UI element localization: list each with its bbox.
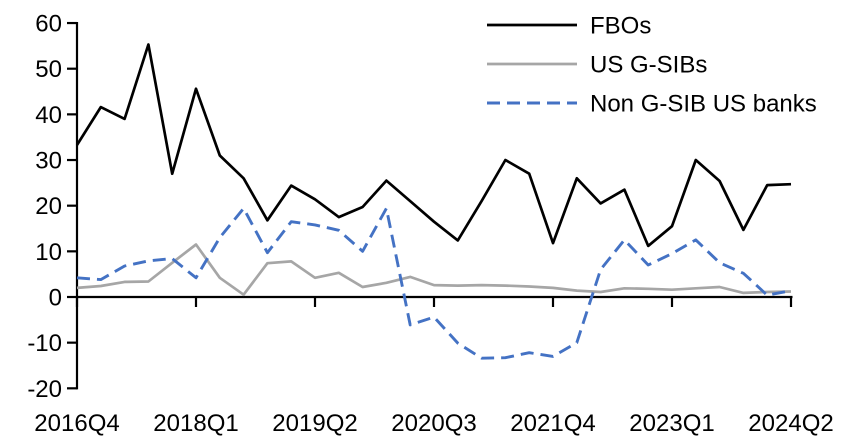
x-tick-label: 2021Q4 [510,410,595,437]
y-tick-label: 40 [35,102,62,129]
series-line-fbos [75,43,792,248]
x-tick-label: 2016Q4 [34,410,119,437]
x-tick-label: 2019Q2 [272,410,357,437]
legend-label-us-g-sibs: US G-SIBs [590,52,707,79]
x-tick-label: 2024Q2 [748,410,833,437]
legend-label-fbos: FBOs [590,13,651,40]
y-tick-label: 60 [35,11,62,38]
y-tick-label: 30 [35,148,62,175]
y-tick-label: -20 [27,376,62,403]
y-tick-label: 20 [35,193,62,220]
y-tick-label: 0 [49,285,62,312]
x-tick-label: 2018Q1 [153,410,238,437]
y-tick-label: -10 [27,330,62,357]
y-tick-label: 10 [35,239,62,266]
series-line-non-g-sib-us-banks [76,206,792,360]
series-line-us-g-sibs [76,243,792,297]
x-tick-label: 2020Q3 [391,410,476,437]
legend-label-non-g-sib-us-banks: Non G-SIB US banks [590,91,817,118]
y-tick-label: 50 [35,56,62,83]
x-tick-label: 2023Q1 [629,410,714,437]
